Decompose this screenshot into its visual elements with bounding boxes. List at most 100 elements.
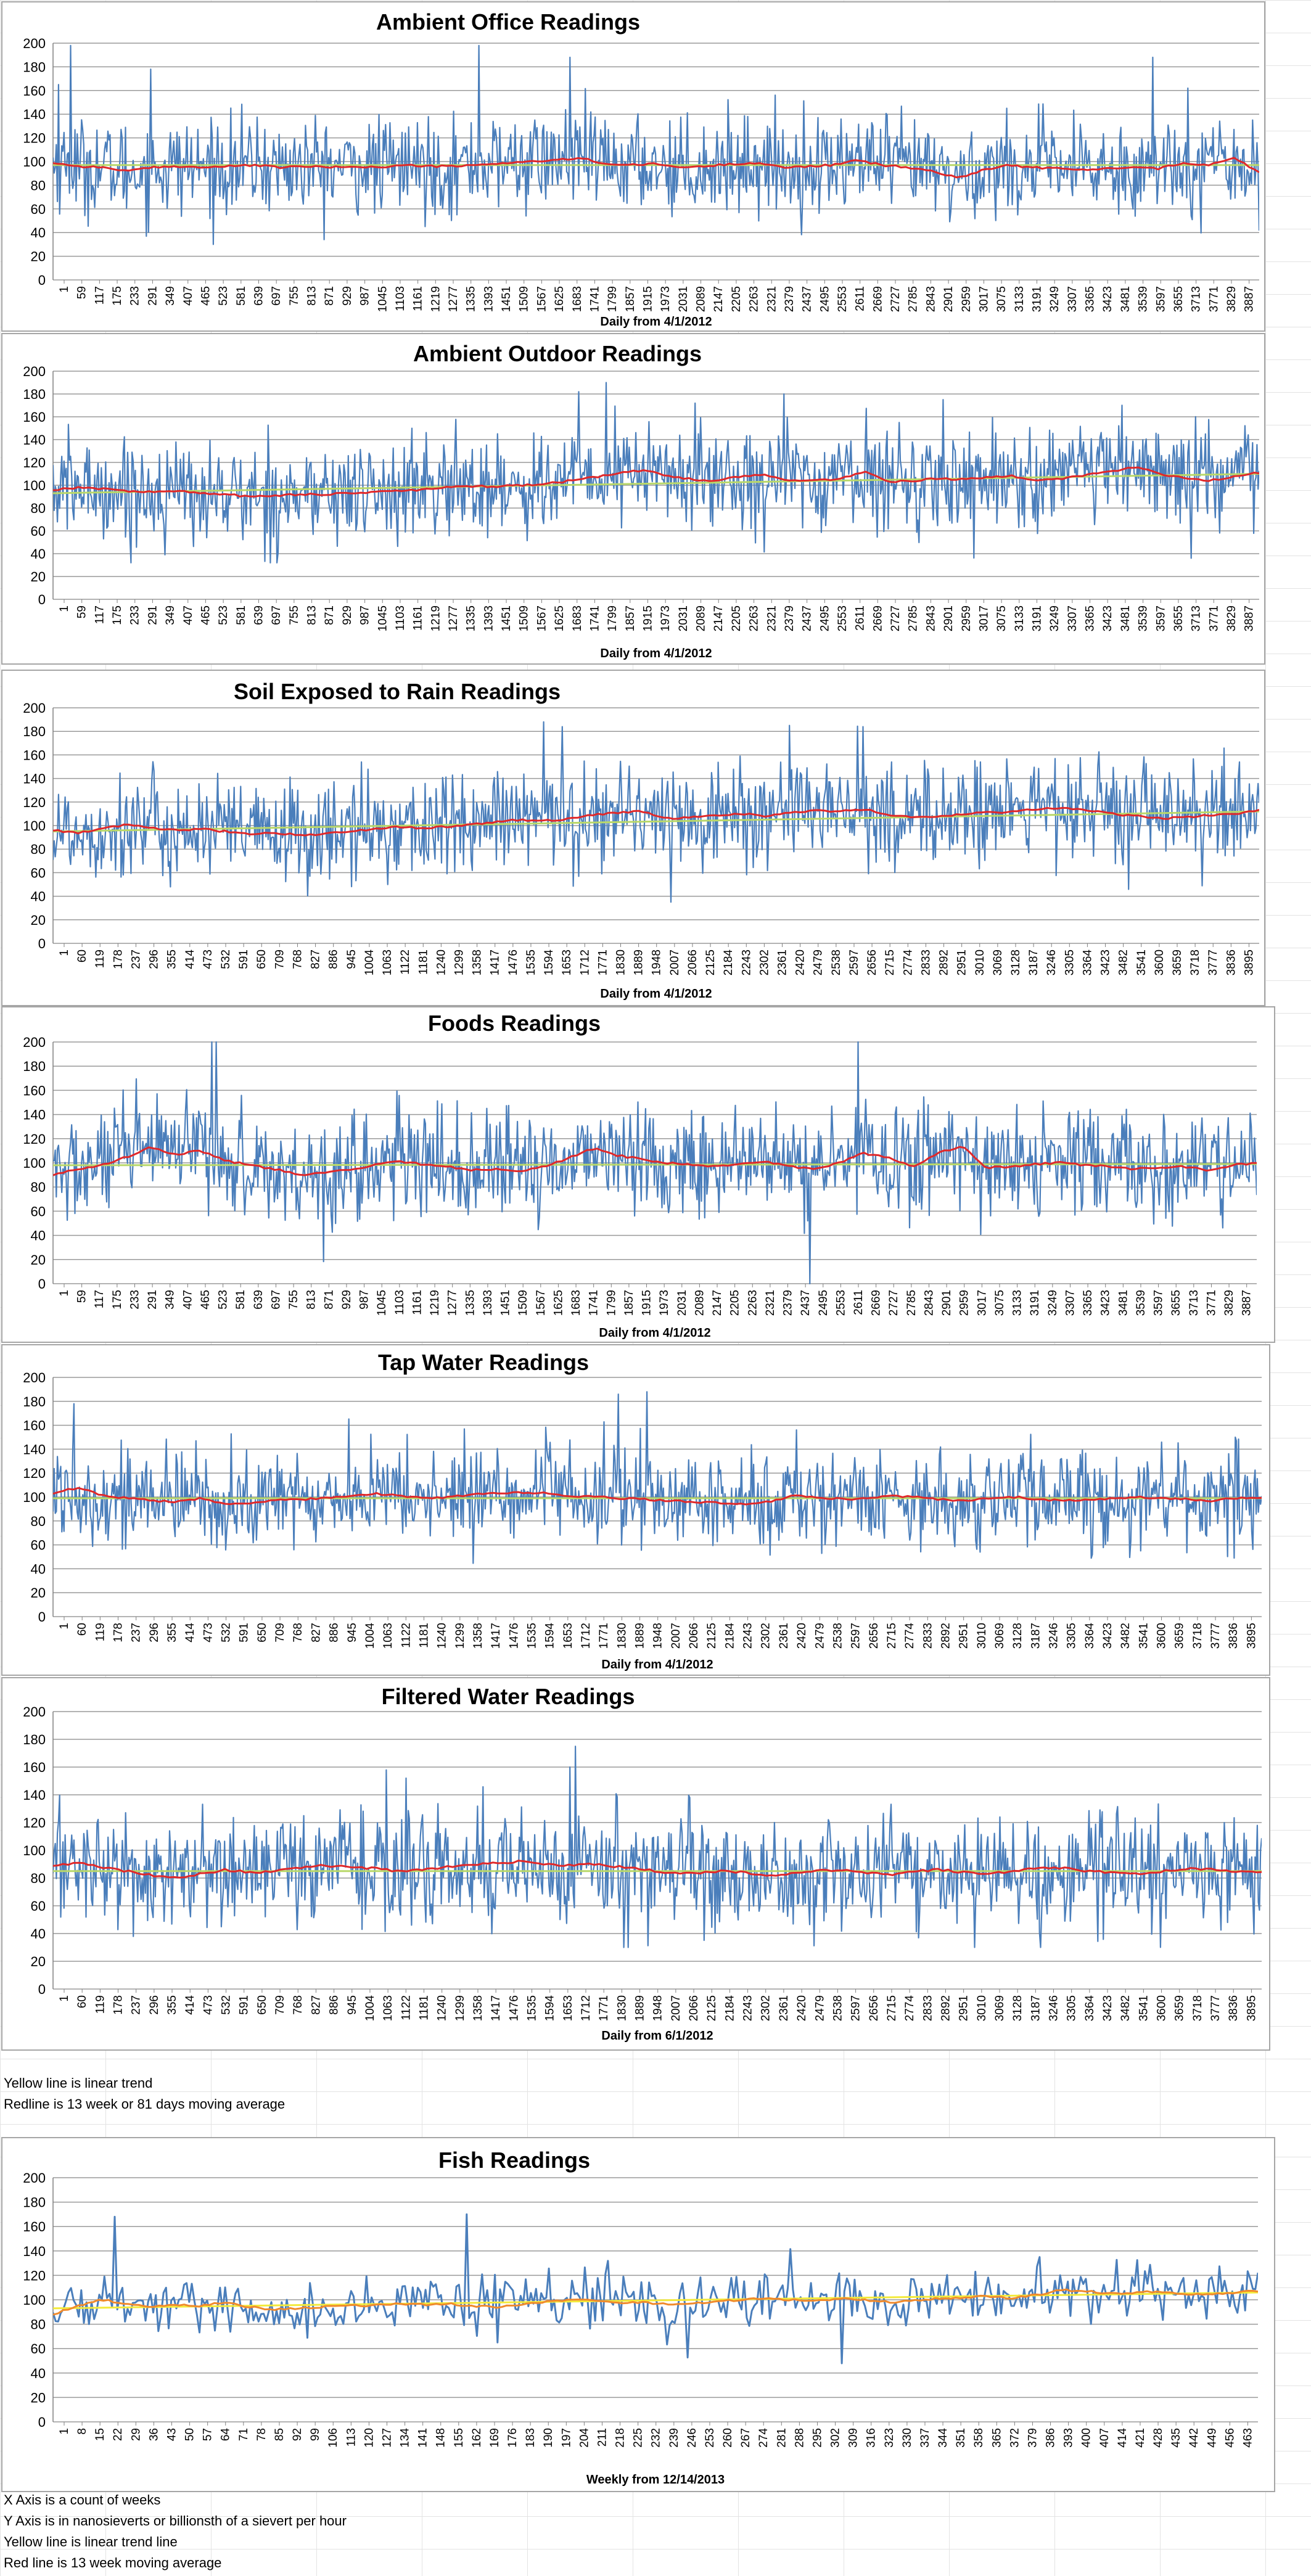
x-tick-label: 1358 — [472, 1623, 485, 1649]
x-tick-label: 1063 — [382, 1623, 395, 1649]
chart-foods[interactable]: Foods Readings 0 20 40 60 80 100 120 140 160 180 20… — [1, 1006, 1275, 1343]
x-tick-label: 3829 — [1225, 605, 1238, 631]
x-tick-label: 2089 — [695, 605, 708, 631]
x-tick-label: 581 — [235, 605, 248, 625]
x-tick-label: 291 — [146, 286, 159, 306]
y-tick-label: 100 — [23, 2292, 46, 2308]
x-tick-label: 581 — [234, 1290, 247, 1310]
x-tick-label: 386 — [1045, 2428, 1058, 2448]
x-tick-label: 2553 — [836, 286, 849, 312]
x-tick-label: 945 — [346, 1623, 359, 1643]
y-tick-label: 60 — [31, 202, 46, 217]
x-axis-title: Daily from 4/1/2012 — [600, 315, 712, 329]
x-tick-label: 3364 — [1083, 1623, 1096, 1649]
x-tick-label: 2833 — [919, 950, 932, 975]
y-tick-label: 100 — [23, 478, 46, 493]
x-tick-label: 3713 — [1188, 1290, 1201, 1316]
x-tick-label: 60 — [76, 1623, 89, 1636]
x-tick-label: 1799 — [605, 1290, 618, 1316]
chart-title: Ambient Office Readings — [376, 9, 640, 35]
x-tick-label: 1653 — [562, 1995, 575, 2021]
x-tick-label: 288 — [793, 2428, 806, 2448]
x-tick-label: 57 — [202, 2428, 215, 2441]
x-tick-label: 2437 — [799, 1290, 812, 1316]
chart-ambient-office[interactable]: Ambient Office Readings 0 20 40 60 80 100 120 14… — [1, 1, 1265, 332]
x-tick-label: 1712 — [580, 1623, 593, 1649]
y-tick-label: 20 — [31, 913, 46, 928]
y-tick-label: 120 — [23, 2268, 46, 2283]
y-tick-label: 140 — [23, 107, 46, 122]
x-tick-label: 302 — [829, 2428, 842, 2448]
y-tick-label: 0 — [38, 1609, 46, 1625]
x-tick-label: 2066 — [688, 1623, 701, 1649]
x-tick-label: 3365 — [1082, 1290, 1095, 1316]
chart-ambient-outdoor[interactable]: Ambient Outdoor Readings 0 20 40 60 80 100 120 1… — [1, 333, 1265, 665]
x-tick-label: 1915 — [641, 286, 654, 312]
y-tick-label: 120 — [23, 1466, 46, 1481]
x-tick-label: 178 — [112, 1995, 125, 2015]
x-tick-label: 709 — [274, 1623, 287, 1643]
x-tick-label: 2597 — [850, 1995, 863, 2021]
x-tick-label: 2479 — [813, 1995, 826, 2021]
y-tick-label: 200 — [23, 1370, 46, 1385]
y-tick-label: 160 — [23, 747, 46, 763]
moving-average-line — [53, 2288, 1258, 2316]
x-tick-label: 232 — [650, 2428, 663, 2448]
x-tick-label: 1741 — [588, 1290, 601, 1316]
x-tick-label: 871 — [323, 605, 336, 625]
chart-tap-water[interactable]: Tap Water Readings 0 20 40 60 80 100 120 140 160 1… — [1, 1344, 1270, 1676]
x-tick-label: 85 — [273, 2428, 286, 2441]
x-tick-label: 3597 — [1153, 1290, 1165, 1316]
x-tick-label: 2184 — [722, 950, 735, 976]
x-tick-label: 1 — [58, 286, 71, 293]
x-axis-title: Daily from 6/1/2012 — [601, 2029, 713, 2043]
x-tick-label: 1683 — [571, 605, 584, 631]
x-tick-label: 3777 — [1207, 950, 1220, 975]
x-tick-label: 929 — [340, 1290, 353, 1310]
x-tick-label: 349 — [164, 286, 177, 306]
x-tick-label: 3423 — [1101, 286, 1114, 312]
x-tick-label: 1535 — [525, 1623, 538, 1649]
x-tick-label: 2843 — [923, 1290, 935, 1316]
chart-title: Tap Water Readings — [378, 1350, 589, 1375]
x-tick-label: 2495 — [817, 1290, 830, 1316]
x-tick-label: 1161 — [412, 605, 425, 631]
note-red-moving-average: Red line is 13 week moving average — [4, 2555, 222, 2570]
chart-title: Ambient Outdoor Readings — [413, 341, 702, 366]
x-tick-label: 1240 — [436, 1995, 449, 2021]
x-tick-label: 2031 — [677, 605, 690, 631]
x-tick-label: 15 — [94, 2428, 107, 2441]
x-tick-label: 3249 — [1048, 605, 1061, 631]
x-tick-label: 2892 — [939, 1623, 952, 1649]
chart-fish[interactable]: Fish Readings 0 20 40 60 80 100 120 140 160 180 200… — [1, 2137, 1275, 2492]
chart-soil-exposed-to-rain[interactable]: Soil Exposed to Rain Readings 0 20 40 60 80 10… — [1, 670, 1265, 1006]
x-tick-label: 523 — [217, 286, 230, 306]
x-tick-label: 2656 — [868, 1995, 881, 2021]
x-tick-label: 349 — [164, 1290, 177, 1310]
x-tick-label: 813 — [306, 605, 319, 625]
x-tick-label: 1299 — [454, 1623, 467, 1649]
x-tick-label: 1594 — [543, 950, 556, 976]
x-tick-label: 421 — [1134, 2428, 1147, 2448]
linear-trend-line — [52, 473, 1260, 494]
x-tick-label: 148 — [435, 2428, 448, 2448]
x-tick-label: 117 — [93, 605, 106, 624]
x-tick-label: 2379 — [782, 1290, 795, 1316]
x-tick-label: 50 — [184, 2428, 197, 2441]
x-tick-label: 3069 — [992, 950, 1005, 975]
moving-average-line — [53, 1487, 1262, 1506]
x-tick-label: 2479 — [813, 1623, 826, 1649]
x-tick-label: 1535 — [525, 1995, 538, 2021]
y-tick-label: 160 — [23, 83, 46, 99]
x-tick-label: 449 — [1206, 2428, 1219, 2448]
chart-svg: Ambient Outdoor Readings 0 20 40 60 80 100 120 1… — [23, 341, 1260, 660]
x-tick-label: 2379 — [783, 605, 796, 631]
x-tick-label: 886 — [327, 950, 340, 969]
x-tick-label: 591 — [237, 950, 250, 969]
x-tick-label: 337 — [919, 2428, 932, 2448]
x-tick-label: 3718 — [1189, 950, 1202, 975]
x-tick-label: 465 — [199, 605, 212, 625]
chart-filtered-water[interactable]: Filtered Water Readings 0 20 40 60 80 100 120 14… — [1, 1677, 1270, 2051]
x-tick-label: 3895 — [1243, 950, 1256, 975]
x-tick-label: 36 — [147, 2428, 160, 2441]
